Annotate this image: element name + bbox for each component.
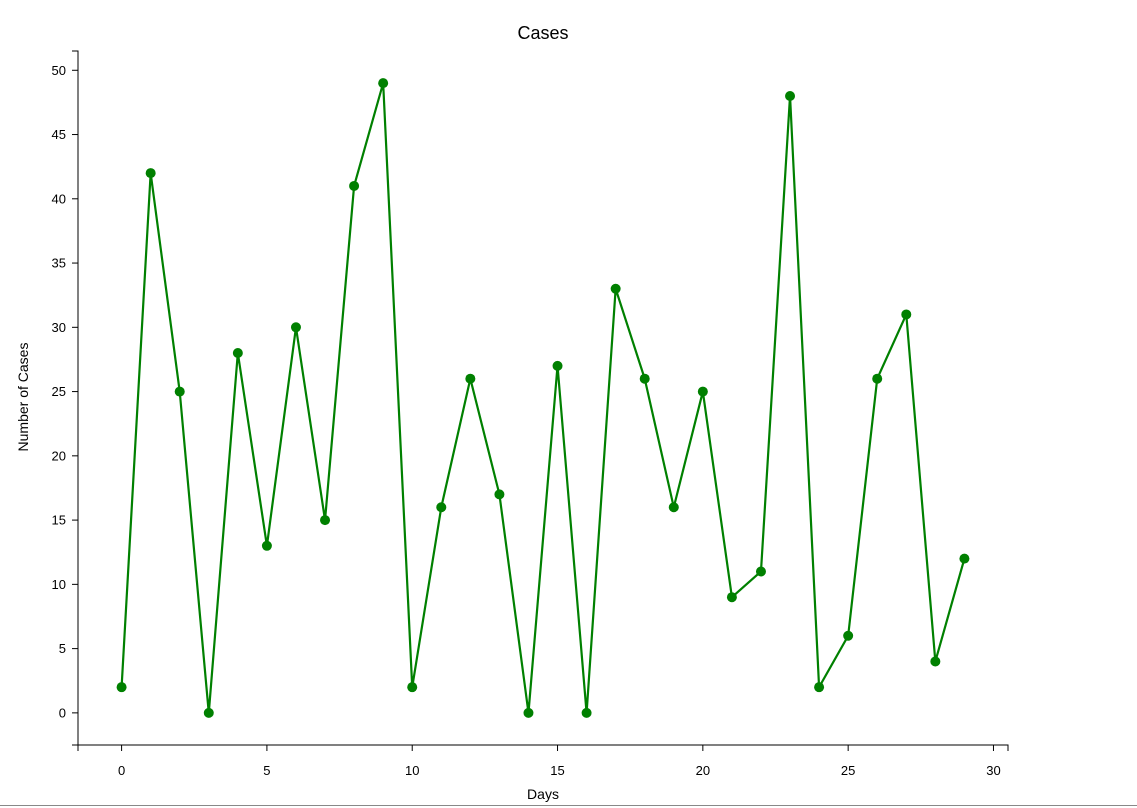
x-axis-line bbox=[77, 744, 1009, 751]
x-tick-label: 25 bbox=[841, 763, 855, 778]
y-tick-label: 10 bbox=[52, 577, 66, 592]
x-tick-label: 30 bbox=[986, 763, 1000, 778]
chart-title: Cases bbox=[517, 23, 568, 43]
data-point bbox=[581, 707, 592, 718]
data-point bbox=[203, 707, 214, 718]
data-point bbox=[668, 502, 679, 513]
x-tick-label: 10 bbox=[405, 763, 419, 778]
data-point bbox=[436, 502, 447, 513]
y-tick-label: 5 bbox=[59, 641, 66, 656]
y-tick-label: 20 bbox=[52, 448, 66, 463]
data-point bbox=[755, 566, 766, 577]
x-tick-label: 0 bbox=[118, 763, 125, 778]
plot-area bbox=[116, 78, 970, 718]
data-point bbox=[930, 656, 941, 667]
x-axis-label: Days bbox=[527, 786, 559, 802]
y-tick-label: 15 bbox=[52, 513, 66, 528]
x-axis: 0 5 10 15 20 25 30 bbox=[77, 744, 1009, 778]
x-tick-label: 15 bbox=[550, 763, 564, 778]
data-point bbox=[785, 90, 796, 101]
bottom-divider bbox=[0, 805, 1137, 806]
y-axis: 0 5 10 15 20 25 30 35 40 45 50 bbox=[52, 50, 79, 746]
data-point bbox=[232, 348, 243, 359]
data-point bbox=[901, 309, 912, 320]
data-point bbox=[552, 360, 563, 371]
data-point bbox=[639, 373, 650, 384]
y-tick-label: 30 bbox=[52, 320, 66, 335]
data-point bbox=[872, 373, 883, 384]
data-point bbox=[959, 553, 970, 564]
x-tick-label: 20 bbox=[696, 763, 710, 778]
data-point bbox=[407, 682, 418, 693]
y-tick-label: 35 bbox=[52, 256, 66, 271]
x-tick-label: 5 bbox=[263, 763, 270, 778]
data-point bbox=[465, 373, 476, 384]
data-point bbox=[726, 592, 737, 603]
y-tick-label: 0 bbox=[59, 705, 66, 720]
y-tick-label: 25 bbox=[52, 384, 66, 399]
data-point bbox=[697, 386, 708, 397]
y-axis-line bbox=[72, 50, 79, 746]
data-point bbox=[320, 515, 331, 526]
y-tick-label: 40 bbox=[52, 191, 66, 206]
data-point bbox=[261, 540, 272, 551]
data-point bbox=[814, 682, 825, 693]
data-point bbox=[174, 386, 185, 397]
data-point bbox=[378, 78, 389, 89]
data-point bbox=[116, 682, 127, 693]
data-point bbox=[494, 489, 505, 500]
y-tick-label: 45 bbox=[52, 127, 66, 142]
data-point bbox=[145, 168, 156, 179]
data-point bbox=[349, 180, 360, 191]
data-point bbox=[523, 707, 534, 718]
data-point bbox=[843, 630, 854, 641]
y-axis-label: Number of Cases bbox=[15, 343, 31, 452]
data-point bbox=[610, 283, 621, 294]
series-line bbox=[120, 82, 966, 714]
data-point bbox=[290, 322, 301, 333]
y-tick-label: 50 bbox=[52, 63, 66, 78]
